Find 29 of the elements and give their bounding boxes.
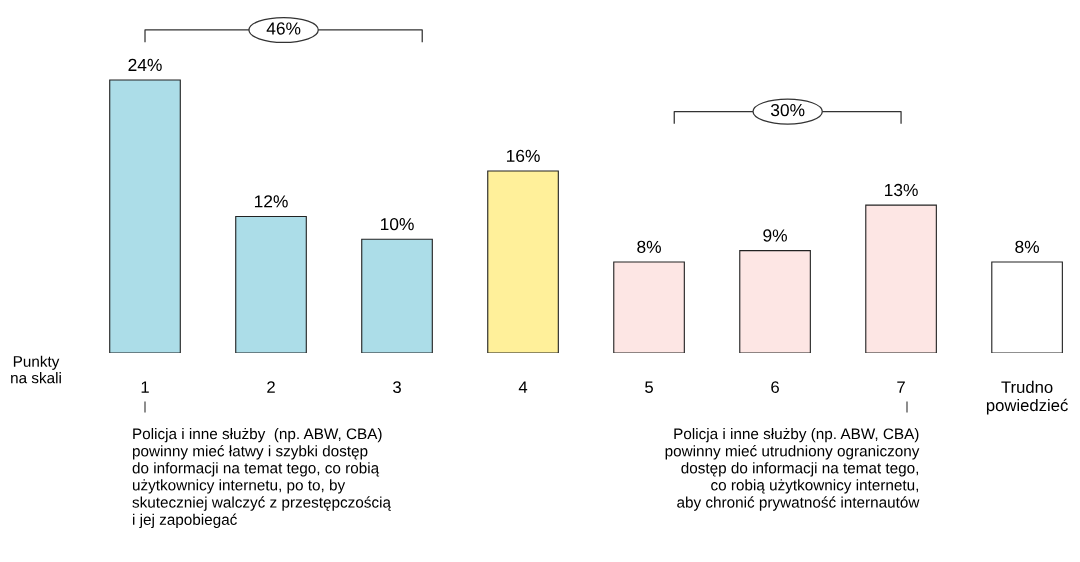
data-label: 8% — [1015, 240, 1039, 254]
x-tick-label: 5 — [645, 381, 653, 394]
data-label: 8% — [637, 240, 661, 254]
data-label: 10% — [380, 217, 414, 231]
x-tick-label: 7 — [897, 381, 905, 393]
bar — [361, 238, 433, 353]
text: Policja i inne służby (np. ABW, CBA) powinny mieć łatwy i szybki dostęp do informacji na temat tego, co robią użytkownicy internetu, po to, by skuteczniej walczyć z przestępczością i jej zapobiegać — [132, 428, 391, 528]
x-tick-label: 4 — [518, 381, 528, 393]
bar — [235, 215, 307, 353]
data-label: 13% — [885, 183, 918, 197]
annotation: 30% — [770, 103, 805, 117]
data-label: 16% — [506, 149, 540, 163]
data-label: 24% — [128, 58, 162, 71]
text: Policja i inne służby (np. ABW, CBA) powinny mieć utrudniony ograniczony dostęp do informacji na temat tego, co robią użytkownicy internetu, aby chronić prywatność internautów — [665, 428, 920, 511]
text: 46% — [266, 22, 301, 35]
x-tick-label: 2 — [267, 381, 275, 393]
bar — [865, 204, 937, 353]
x-tick-label: Trudno powiedzieć — [986, 380, 1068, 415]
bar — [487, 170, 559, 353]
x-tick-label: 3 — [393, 381, 401, 394]
bar — [109, 79, 181, 353]
bar — [739, 250, 811, 353]
x-tick-label: 6 — [771, 381, 779, 394]
text: Punkty na skali — [11, 355, 61, 384]
bar — [613, 261, 685, 353]
x-tick-label: 1 — [141, 381, 149, 393]
bar — [991, 261, 1063, 353]
data-label: 12% — [254, 195, 288, 208]
data-label: 9% — [763, 229, 787, 242]
